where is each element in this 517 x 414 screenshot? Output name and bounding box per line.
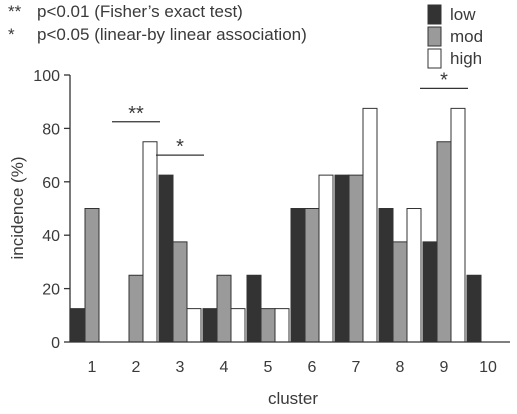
bar-low-cluster-4 — [202, 308, 218, 343]
x-tick-label: 5 — [264, 359, 273, 376]
bar-low-cluster-1 — [70, 308, 86, 343]
bar-high-cluster-5 — [274, 308, 290, 343]
bar-mod-cluster-7 — [348, 174, 364, 343]
legend-swatch-low — [427, 4, 442, 25]
bar-low-cluster-3 — [158, 174, 174, 343]
significance-marker: ** — [128, 103, 144, 125]
x-tick-label: 9 — [440, 359, 449, 376]
note-text-2: p<0.05 (linear-by linear association) — [37, 25, 307, 44]
legend-label-high: high — [450, 49, 482, 68]
significance-marker: * — [440, 69, 448, 91]
bar-mod-cluster-6 — [304, 208, 320, 343]
bar-mod-cluster-8 — [392, 241, 408, 343]
bar-low-cluster-5 — [246, 274, 262, 343]
bars — [70, 107, 482, 343]
bar-mod-cluster-3 — [172, 241, 188, 343]
x-tick-label: 3 — [176, 359, 185, 376]
bar-high-cluster-6 — [318, 174, 334, 343]
legend-swatch-high — [427, 48, 442, 69]
bar-mod-cluster-9 — [436, 141, 452, 343]
bar-mod-cluster-2 — [128, 274, 144, 343]
bar-high-cluster-9 — [450, 107, 466, 343]
y-tick-label: 20 — [42, 282, 60, 299]
note-text-1: p<0.01 (Fisher’s exact test) — [37, 2, 243, 21]
bar-low-cluster-6 — [290, 208, 306, 343]
significance-brackets: **** — [112, 69, 468, 158]
note-marker-1: ** — [8, 2, 22, 21]
y-tick-label: 0 — [51, 335, 60, 352]
bar-low-cluster-9 — [422, 241, 438, 343]
y-tick-label: 40 — [42, 228, 60, 245]
bar-low-cluster-10 — [466, 274, 482, 343]
bar-low-cluster-8 — [378, 208, 394, 343]
x-tick-label: 4 — [220, 359, 229, 376]
x-tick-label: 8 — [396, 359, 405, 376]
legend-swatch-mod — [427, 26, 442, 47]
x-axis-ticks: 1 2 3 4 5 6 7 8 9 10 — [70, 341, 510, 376]
x-tick-label: 2 — [132, 359, 141, 376]
bar-high-cluster-8 — [406, 208, 422, 343]
legend-label-mod: mod — [450, 27, 483, 46]
legend: low mod high — [427, 4, 483, 69]
y-axis-title: incidence (%) — [8, 157, 27, 260]
bar-mod-cluster-4 — [216, 274, 232, 343]
significance-notes: ** p<0.01 (Fisher’s exact test) * p<0.05… — [8, 2, 307, 44]
x-tick-label: 7 — [352, 359, 361, 376]
x-axis-title: cluster — [268, 389, 318, 408]
bar-high-cluster-7 — [362, 107, 378, 343]
legend-label-low: low — [450, 5, 476, 24]
y-tick-label: 60 — [42, 175, 60, 192]
y-axis-ticks: 0 20 40 60 80 100 — [33, 68, 70, 352]
note-marker-2: * — [8, 25, 15, 44]
x-tick-label: 6 — [308, 359, 317, 376]
significance-marker: * — [176, 136, 184, 158]
bar-mod-cluster-1 — [84, 208, 100, 343]
y-tick-label: 80 — [42, 121, 60, 138]
bar-high-cluster-2 — [142, 141, 158, 343]
bar-low-cluster-7 — [334, 174, 350, 343]
x-tick-label: 1 — [88, 359, 97, 376]
bar-high-cluster-3 — [186, 308, 202, 343]
bar-high-cluster-4 — [230, 308, 246, 343]
x-tick-label: 10 — [479, 359, 497, 376]
bar-mod-cluster-5 — [260, 308, 276, 343]
y-tick-label: 100 — [33, 68, 60, 85]
